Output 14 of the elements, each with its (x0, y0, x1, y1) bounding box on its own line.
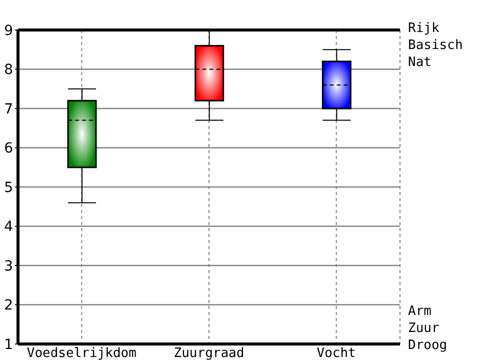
y-tick-label: 7 (4, 101, 13, 118)
y-tick-label: 1 (4, 336, 13, 353)
y-tick-label: 9 (4, 22, 13, 39)
y-tick-label: 5 (4, 180, 13, 196)
x-tick-label: Zuurgraad (174, 346, 244, 360)
y-tick-label: 8 (4, 62, 13, 78)
text: Arm Zuur Droog (408, 303, 448, 354)
x-tick-label: Voedselrijkdom (26, 346, 137, 360)
y-tick-label: 3 (4, 258, 13, 274)
x-tick-label: Vocht (316, 346, 356, 360)
y-tick-label: 4 (4, 219, 14, 236)
y-tick-label: 2 (4, 298, 13, 314)
text: Rijk Basisch Nat (408, 20, 463, 71)
y-tick-label: 6 (4, 140, 14, 157)
